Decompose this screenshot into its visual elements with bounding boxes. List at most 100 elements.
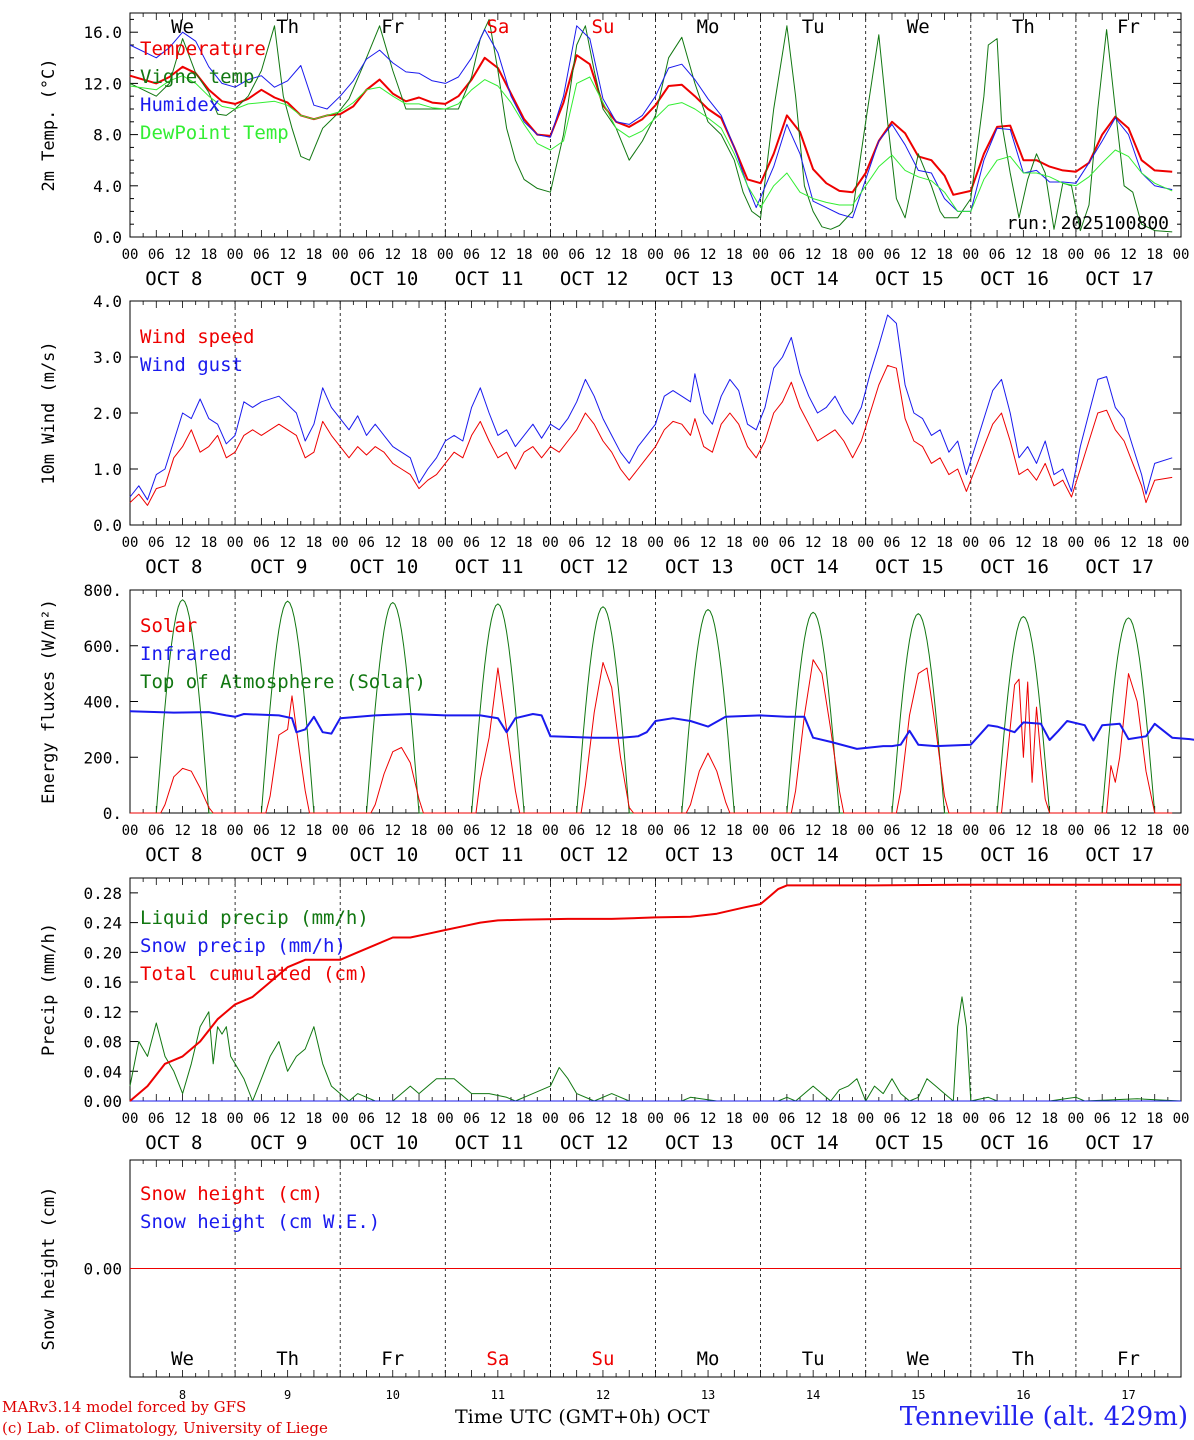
series-wind-speed [129, 364, 1173, 506]
day-number-label: 15 [911, 1388, 925, 1402]
hour-tick-label: 12 [595, 823, 612, 839]
hour-tick-label: 18 [305, 247, 322, 263]
hour-tick-label: 00 [332, 247, 349, 263]
plot-frame [129, 300, 1182, 526]
hour-tick-label: 00 [227, 1111, 244, 1127]
date-label: OCT 14 [770, 1132, 839, 1154]
hour-tick-label: 12 [805, 247, 822, 263]
legend-entry: Liquid precip (mm/h) [140, 907, 369, 929]
weekday-label: Th [276, 1348, 299, 1370]
hour-tick-label: 00 [752, 535, 769, 551]
y-tick-label: 4.0 [93, 177, 122, 196]
day-number-label: 10 [386, 1388, 400, 1402]
hour-tick-label: 06 [1094, 1111, 1111, 1127]
hour-tick-label: 00 [1173, 535, 1190, 551]
date-label: OCT 12 [560, 268, 629, 290]
date-label: OCT 11 [455, 268, 524, 290]
hour-tick-label: 00 [437, 1111, 454, 1127]
weekday-label: Fr [381, 16, 404, 38]
hour-tick-label: 06 [568, 823, 585, 839]
weekday-label: We [907, 16, 930, 38]
legend-entry: Humidex [140, 94, 220, 116]
y-tick-label: 0.00 [83, 1260, 122, 1279]
hour-tick-label: 06 [358, 823, 375, 839]
date-label: OCT 11 [455, 844, 524, 866]
hour-tick-label: 06 [253, 247, 270, 263]
hour-tick-label: 12 [279, 247, 296, 263]
hour-tick-label: 00 [227, 823, 244, 839]
legend-entry: Snow height (cm) [140, 1183, 323, 1205]
date-label: OCT 10 [350, 268, 419, 290]
hour-tick-label: 00 [437, 535, 454, 551]
series-humidex [129, 25, 1173, 219]
hour-tick-label: 06 [989, 823, 1006, 839]
date-label: OCT 15 [875, 556, 944, 578]
hour-tick-label: 00 [437, 823, 454, 839]
weekday-label: We [171, 1348, 194, 1370]
panel-5: 0.00 Snow height (cm) Snow height (cm) Snow… [39, 1159, 1182, 1402]
hour-tick-label: 06 [778, 247, 795, 263]
hour-tick-label: 18 [1146, 535, 1163, 551]
date-label: OCT 16 [980, 844, 1049, 866]
hour-tick-label: 00 [647, 823, 664, 839]
hour-tick-label: 00 [227, 535, 244, 551]
hour-tick-label: 00 [857, 535, 874, 551]
y-tick-label: 600. [83, 637, 122, 656]
hour-tick-label: 06 [673, 535, 690, 551]
hour-tick-label: 06 [778, 535, 795, 551]
hour-tick-label: 06 [358, 535, 375, 551]
weekday-label: Fr [381, 1348, 404, 1370]
day-number-label: 8 [179, 1388, 186, 1402]
hour-tick-label: 00 [962, 823, 979, 839]
hour-tick-label: 00 [332, 1111, 349, 1127]
hour-tick-label: 18 [726, 823, 743, 839]
date-label: OCT 8 [145, 1132, 202, 1154]
hour-tick-label: 06 [673, 823, 690, 839]
date-label: OCT 13 [665, 268, 734, 290]
hour-tick-label: 06 [253, 1111, 270, 1127]
hour-tick-label: 18 [1041, 247, 1058, 263]
hour-tick-label: 12 [1015, 1111, 1032, 1127]
hour-tick-label: 18 [305, 1111, 322, 1127]
plot-frame [129, 589, 1182, 814]
date-label: OCT 8 [145, 844, 202, 866]
legend-entry: Wind speed [140, 326, 254, 348]
date-label: OCT 14 [770, 268, 839, 290]
legend-entry: Snow precip (mm/h) [140, 935, 346, 957]
weekday-label: Su [592, 16, 615, 38]
hour-tick-label: 06 [673, 1111, 690, 1127]
hour-tick-label: 18 [1146, 1111, 1163, 1127]
weekday-label: Fr [1117, 16, 1140, 38]
date-label: OCT 17 [1085, 556, 1154, 578]
y-tick-label: 0.24 [83, 914, 122, 933]
y-axis-label: 10m Wind (m/s) [39, 341, 59, 484]
y-tick-label: 0.16 [83, 973, 122, 992]
hour-tick-label: 00 [1067, 823, 1084, 839]
hour-tick-label: 12 [805, 823, 822, 839]
y-tick-label: 0.00 [83, 1092, 122, 1111]
hour-tick-label: 00 [1173, 823, 1190, 839]
hour-tick-label: 12 [489, 535, 506, 551]
day-number-label: 9 [284, 1388, 291, 1402]
hour-tick-label: 12 [174, 1111, 191, 1127]
date-label: OCT 10 [350, 1132, 419, 1154]
hour-tick-label: 00 [857, 823, 874, 839]
hour-tick-label: 12 [1015, 247, 1032, 263]
date-label: OCT 13 [665, 1132, 734, 1154]
hour-tick-label: 06 [884, 535, 901, 551]
hour-tick-label: 12 [1120, 247, 1137, 263]
date-label: OCT 11 [455, 556, 524, 578]
hour-tick-label: 12 [1120, 535, 1137, 551]
hour-tick-label: 06 [568, 535, 585, 551]
weekday-label: Sa [486, 16, 509, 38]
panel-2: 0.0 1.0 2.0 3.0 4.0 10m Wind (m/s) Wind speed W… [39, 292, 1189, 578]
series-wind-gust [129, 314, 1173, 501]
hour-tick-label: 12 [489, 1111, 506, 1127]
hour-tick-label: 18 [621, 535, 638, 551]
hour-tick-label: 18 [726, 535, 743, 551]
date-label: OCT 9 [250, 844, 307, 866]
date-label: OCT 8 [145, 268, 202, 290]
y-tick-label: 0.20 [83, 943, 122, 962]
hour-tick-label: 00 [542, 247, 559, 263]
legend-entry: Infrared [140, 643, 232, 665]
